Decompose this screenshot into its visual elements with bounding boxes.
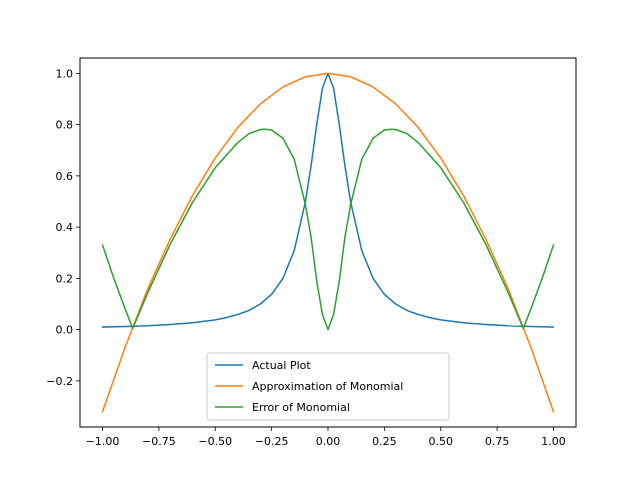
legend-label-1: Actual Plot bbox=[252, 359, 311, 372]
series-line-2 bbox=[101, 72, 555, 413]
y-tick-label: 0.8 bbox=[56, 119, 74, 132]
series-line-3 bbox=[101, 128, 555, 331]
x-tick-label: 0.25 bbox=[372, 435, 397, 448]
x-tick-label: −0.75 bbox=[142, 435, 176, 448]
legend-box bbox=[206, 352, 450, 421]
x-tick-label: 0.00 bbox=[316, 435, 341, 448]
legend-label-3: Error of Monomial bbox=[252, 401, 350, 414]
x-tick-label: 0.75 bbox=[485, 435, 510, 448]
y-tick-label: 0.0 bbox=[56, 324, 74, 337]
x-tick-label: −0.50 bbox=[198, 435, 232, 448]
x-tick-label: 0.50 bbox=[428, 435, 453, 448]
x-axis: −1.00 −0.75 −0.50 −0.25 0.00 0.25 0.50 0.75 1.00 bbox=[86, 427, 566, 448]
series-layer bbox=[101, 72, 555, 413]
y-tick-label: 0.2 bbox=[56, 272, 74, 285]
y-tick-label: 0.6 bbox=[56, 170, 74, 183]
legend: Actual Plot Approximation of Monomial Erro… bbox=[206, 352, 450, 421]
x-tick-label: −1.00 bbox=[86, 435, 120, 448]
y-tick-label: 0.4 bbox=[56, 221, 74, 234]
x-tick-label: 1.00 bbox=[541, 435, 566, 448]
x-tick-label: −0.25 bbox=[255, 435, 289, 448]
y-tick-label: 1.0 bbox=[56, 67, 74, 80]
y-axis: −0.2 0.0 0.2 0.4 0.6 0.8 1.0 bbox=[46, 67, 80, 388]
legend-label-2: Approximation of Monomial bbox=[252, 380, 403, 393]
y-tick-label: −0.2 bbox=[46, 375, 73, 388]
